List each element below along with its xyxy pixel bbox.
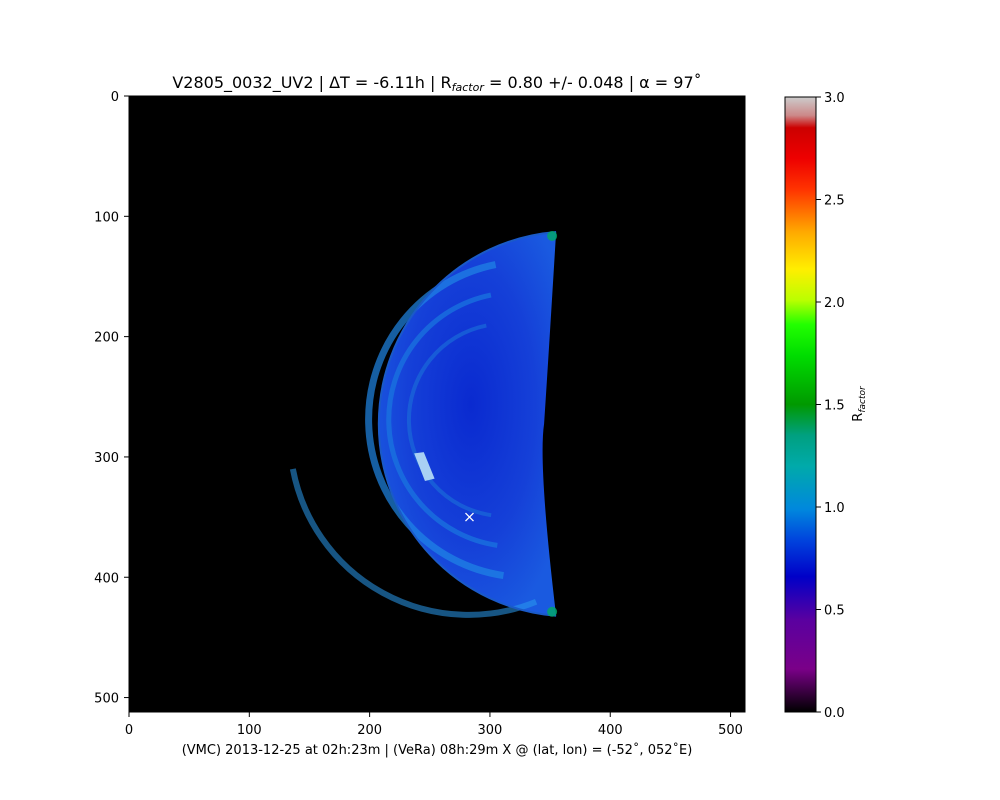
colorbar-tick-label: 2.0: [824, 296, 845, 311]
x-tick-label: 100: [237, 723, 262, 738]
x-tick-label: 500: [718, 723, 743, 738]
x-tick-label: 0: [125, 723, 133, 738]
y-tick-label: 200: [94, 331, 119, 346]
y-tick-label: 0: [111, 90, 119, 105]
venus-crescent: [289, 230, 558, 618]
x-tick-label: 400: [598, 723, 623, 738]
chart-title: V2805_0032_UV2 | ΔT = -6.11h | Rfactor =…: [172, 73, 701, 94]
limb-edge: [377, 230, 557, 617]
x-axis: 0 100 200 300 400 500: [125, 712, 743, 738]
x-tick-label: 200: [357, 723, 382, 738]
colorbar-tick-label: 1.5: [824, 399, 845, 414]
colorbar-label: Rfactor: [851, 385, 868, 422]
y-tick-label: 100: [94, 210, 119, 225]
colorbar-tick-label: 0.0: [824, 706, 845, 721]
cusp-top: [547, 230, 558, 241]
cusp-bottom: [547, 606, 558, 617]
colorbar-tick-label: 0.5: [824, 604, 845, 619]
x-tick-label: 300: [478, 723, 503, 738]
colorbar-ticks: 0.0 0.5 1.0 1.5 2.0 2.5 3.0: [816, 91, 845, 721]
crescent-fill: [378, 231, 557, 616]
y-tick-label: 400: [94, 571, 119, 586]
y-axis: 0 100 200 300 400 500: [94, 90, 129, 707]
cloud-band: [406, 323, 492, 518]
bright-patch: [414, 452, 435, 481]
colorbar-tick-label: 2.5: [824, 194, 845, 209]
axes-frame: [128, 95, 746, 713]
y-tick-label: 500: [94, 692, 119, 707]
colorbar-tick-label: 3.0: [824, 91, 845, 106]
y-tick-label: 300: [94, 451, 119, 466]
plot-area: [129, 96, 745, 712]
cloud-band: [386, 292, 498, 548]
colorbar-tick-label: 1.0: [824, 501, 845, 516]
colorbar: 0.0 0.5 1.0 1.5 2.0 2.5 3.0 Rfactor: [784, 91, 868, 721]
colorbar-gradient: [784, 96, 817, 713]
bottom-caption: (VMC) 2013-12-25 at 02h:23m | (VeRa) 08h…: [182, 742, 693, 758]
cloud-band: [365, 261, 504, 579]
limb-band: [289, 468, 538, 618]
marker-x: [465, 512, 474, 522]
